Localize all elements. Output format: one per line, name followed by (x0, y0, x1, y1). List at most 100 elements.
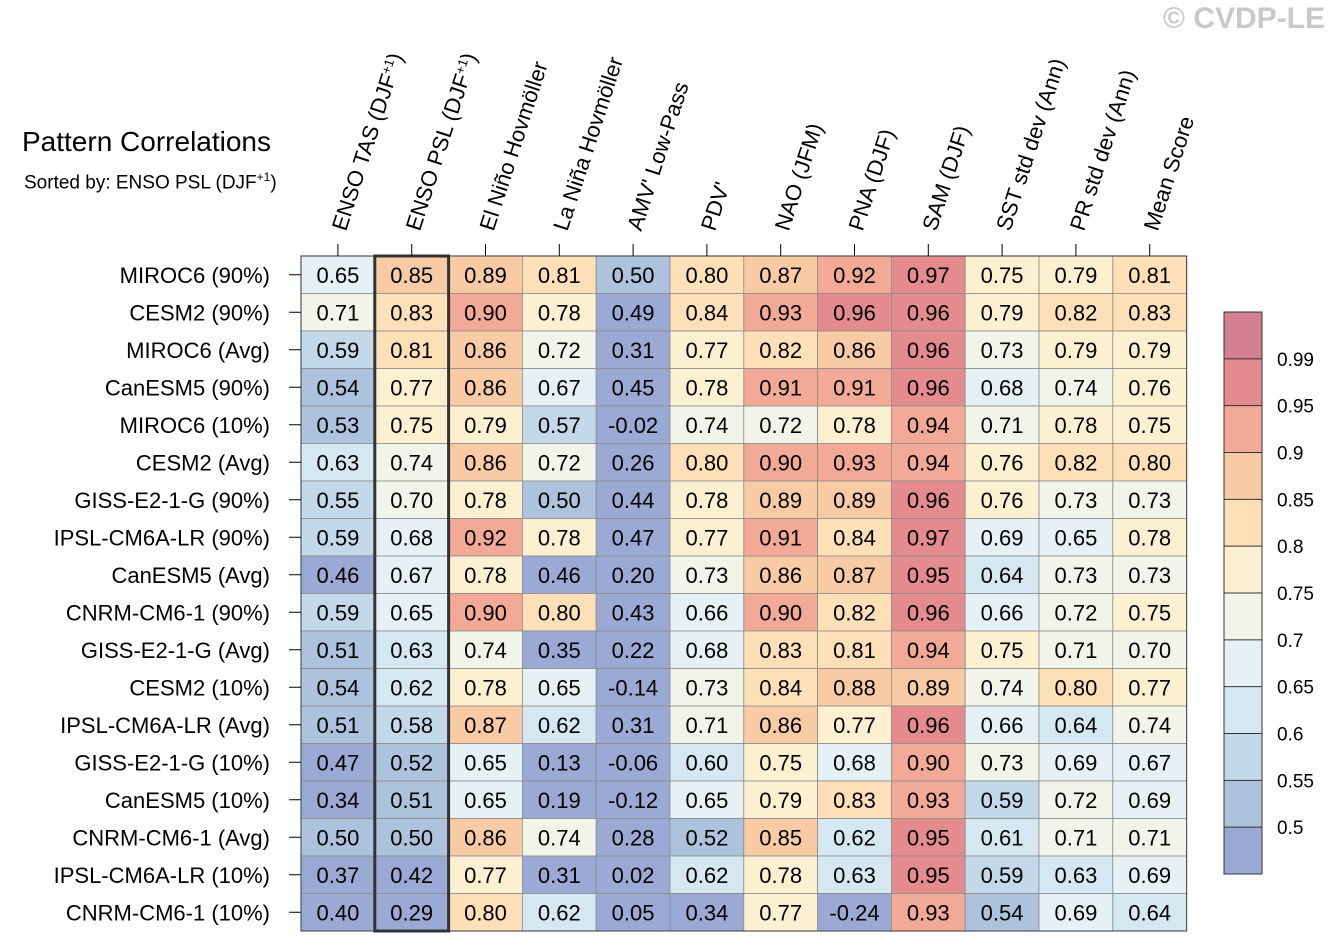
heatmap-cell (595, 330, 671, 369)
heatmap-cell (669, 855, 745, 894)
column-label: ENSO TAS (DJF+1) (327, 50, 408, 234)
colorbar-label: 0.75 (1277, 584, 1314, 605)
heatmap-cell (891, 555, 966, 594)
heatmap-cell (374, 630, 449, 669)
heatmap-cell (743, 855, 818, 894)
heatmap-cell (448, 443, 523, 482)
heatmap-cell (817, 818, 892, 857)
cell-value-label: 0.65 (685, 788, 728, 813)
heatmap-cell (595, 630, 671, 669)
cell-value-label: 0.97 (907, 525, 950, 550)
cell-value-label: 0.69 (1128, 788, 1171, 813)
cell-value-label: 0.22 (612, 638, 655, 663)
heatmap-cell (1038, 555, 1114, 594)
row-label: CESM2 (Avg) (136, 450, 270, 475)
row-label: GISS-E2-1-G (90%) (74, 488, 270, 513)
heatmap-cell (1038, 630, 1114, 669)
cell-value-label: 0.81 (1128, 263, 1171, 288)
heatmap-cell (374, 705, 449, 744)
cell-value-label: 0.81 (538, 263, 581, 288)
colorbar-label: 0.5 (1277, 818, 1303, 839)
cell-value-label: 0.86 (759, 563, 802, 588)
heatmap-cell (448, 518, 523, 557)
heatmap-cell (448, 893, 523, 932)
cell-value-label: 0.92 (833, 263, 876, 288)
cell-value-label: 0.74 (390, 450, 433, 475)
cell-value-label: 0.95 (907, 563, 950, 588)
cell-value-label: 0.71 (685, 713, 728, 738)
cell-value-label: 0.52 (685, 825, 728, 850)
column-label: AMV' Low-Pass (622, 79, 694, 234)
cell-value-label: 0.80 (685, 450, 728, 475)
cell-value-label: 0.20 (612, 563, 655, 588)
cell-value-label: 0.80 (1054, 675, 1097, 700)
heatmap-cell (669, 330, 745, 369)
cell-value-label: 0.84 (685, 300, 728, 325)
row-label: CESM2 (90%) (129, 300, 270, 325)
heatmap-cell (669, 705, 745, 744)
colorbar-segment (1224, 593, 1262, 640)
row-label: CanESM5 (90%) (105, 375, 270, 400)
heatmap-cell (1112, 518, 1188, 557)
colorbar-segment (1224, 452, 1262, 500)
cell-value-label: 0.02 (612, 863, 655, 888)
heatmap-cell (891, 405, 966, 444)
heatmap-cell (522, 780, 597, 819)
cell-value-label: 0.71 (316, 300, 359, 325)
cell-value-label: 0.31 (538, 863, 581, 888)
heatmap-cell (817, 705, 892, 744)
heatmap-cell (1038, 518, 1114, 557)
colorbar-segment (1224, 312, 1262, 359)
heatmap-cell (669, 818, 745, 857)
cell-value-label: 0.86 (464, 450, 507, 475)
cell-value-label: 0.54 (316, 375, 359, 400)
cell-value-label: 0.94 (907, 638, 950, 663)
cell-value-label: 0.78 (759, 863, 802, 888)
heatmap-cell (595, 893, 671, 932)
heatmap-cell (964, 555, 1040, 594)
heatmap-cell (743, 480, 818, 519)
cell-value-label: 0.69 (1054, 900, 1097, 925)
cell-value-label: 0.72 (1054, 788, 1097, 813)
cell-value-label: 0.91 (759, 375, 802, 400)
cell-value-label: -0.02 (608, 413, 658, 438)
cell-value-label: 0.64 (981, 563, 1024, 588)
cell-value-label: 0.80 (538, 600, 581, 625)
heatmap-cell (891, 593, 966, 632)
cell-value-label: 0.68 (390, 525, 433, 550)
cell-value-label: 0.44 (612, 488, 655, 513)
column-label: El Niño Hovmöller (474, 58, 552, 233)
cell-value-label: 0.78 (685, 488, 728, 513)
cell-value-label: 0.86 (464, 825, 507, 850)
colorbar-segment (1224, 827, 1262, 874)
chart-title: Pattern Correlations (22, 126, 272, 157)
heatmap-cell (669, 893, 745, 932)
heatmap-frame (300, 255, 1188, 932)
cell-value-label: 0.72 (1054, 600, 1097, 625)
heatmap-cell (817, 630, 892, 669)
heatmap-cell (595, 555, 671, 594)
cell-value-label: 0.97 (907, 263, 950, 288)
cell-value-label: 0.63 (1054, 863, 1097, 888)
heatmap-cell (1038, 780, 1114, 819)
heatmap-cell (817, 518, 892, 557)
cell-value-label: 0.83 (759, 638, 802, 663)
heatmap-cell (300, 743, 376, 782)
colorbar-label: 0.99 (1277, 350, 1314, 371)
heatmap-cell (1038, 855, 1114, 894)
cell-value-label: 0.47 (612, 525, 655, 550)
column-label: PDV' (696, 179, 735, 234)
heatmap-cell (743, 593, 818, 632)
cell-value-label: 0.05 (612, 900, 655, 925)
cell-value-label: 0.81 (390, 338, 433, 363)
cell-value-label: 0.51 (316, 638, 359, 663)
heatmap-cell (374, 330, 449, 369)
cell-value-label: 0.35 (538, 638, 581, 663)
heatmap-cell (964, 480, 1040, 519)
heatmap-cell (448, 780, 523, 819)
heatmap-cell (817, 255, 892, 294)
heatmap-cell (891, 705, 966, 744)
cell-value-label: 0.87 (759, 263, 802, 288)
cell-value-label: 0.68 (685, 638, 728, 663)
